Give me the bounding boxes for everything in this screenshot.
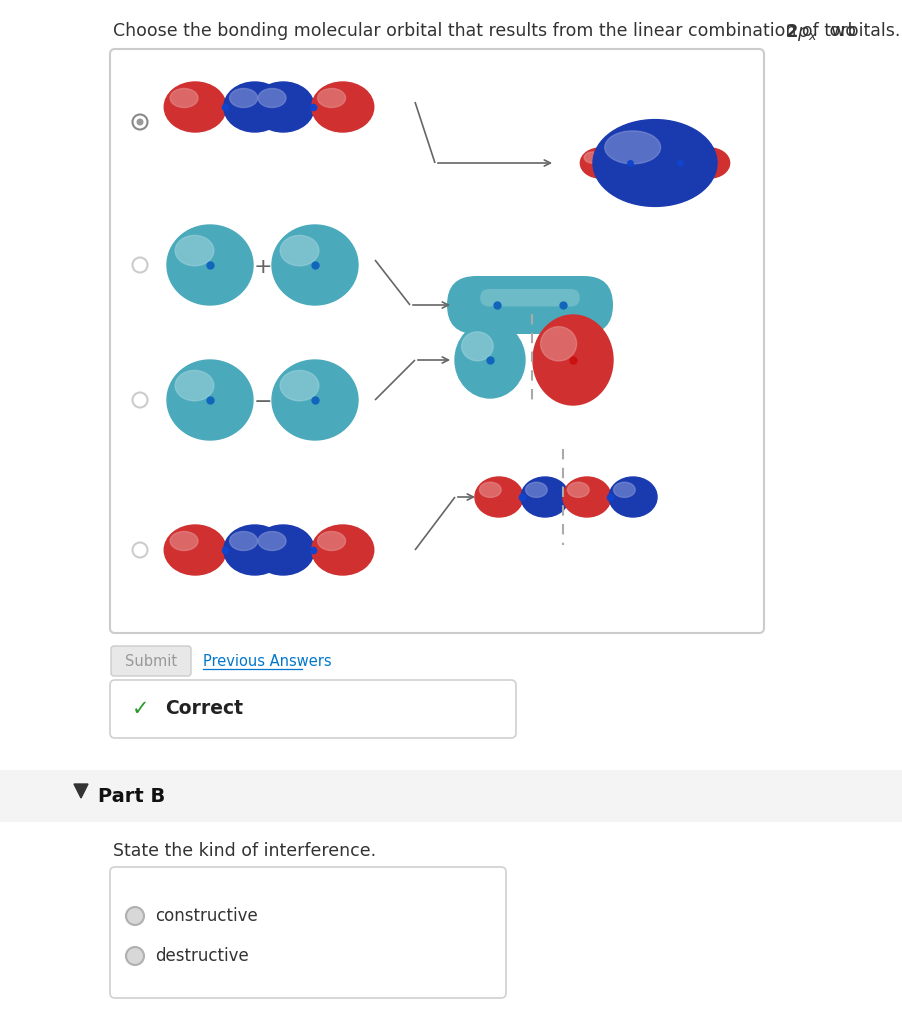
Ellipse shape (272, 360, 358, 440)
Ellipse shape (170, 531, 198, 551)
Ellipse shape (224, 82, 286, 132)
Ellipse shape (230, 88, 258, 108)
Ellipse shape (521, 477, 569, 517)
Text: +: + (253, 257, 272, 278)
FancyBboxPatch shape (480, 289, 580, 306)
Text: Part B: Part B (98, 786, 165, 806)
FancyBboxPatch shape (447, 276, 613, 334)
Ellipse shape (164, 82, 226, 132)
Circle shape (137, 119, 143, 125)
Ellipse shape (604, 131, 660, 164)
Ellipse shape (567, 482, 589, 498)
Ellipse shape (690, 148, 730, 178)
Text: Correct: Correct (165, 699, 243, 719)
Text: Previous Answers: Previous Answers (203, 653, 332, 669)
Circle shape (126, 907, 144, 925)
Ellipse shape (540, 327, 576, 360)
Ellipse shape (318, 531, 345, 551)
Ellipse shape (694, 152, 712, 163)
Ellipse shape (318, 88, 345, 108)
Ellipse shape (580, 148, 621, 178)
Ellipse shape (480, 482, 502, 498)
Ellipse shape (258, 531, 286, 551)
Text: Submit: Submit (125, 653, 177, 669)
Ellipse shape (167, 225, 253, 305)
FancyBboxPatch shape (110, 867, 506, 998)
Ellipse shape (593, 120, 717, 207)
Ellipse shape (609, 477, 657, 517)
Circle shape (126, 947, 144, 965)
Ellipse shape (175, 371, 214, 400)
Ellipse shape (312, 525, 373, 575)
Bar (0, 770, 902, 822)
FancyBboxPatch shape (111, 646, 191, 676)
Polygon shape (74, 784, 88, 798)
Ellipse shape (312, 82, 373, 132)
Ellipse shape (526, 482, 548, 498)
FancyBboxPatch shape (110, 680, 516, 738)
Ellipse shape (462, 332, 493, 360)
Ellipse shape (455, 322, 525, 398)
Ellipse shape (272, 225, 358, 305)
Ellipse shape (281, 236, 319, 266)
Ellipse shape (164, 525, 226, 575)
Text: $\mathbf{2}p_x$: $\mathbf{2}p_x$ (785, 22, 818, 43)
Ellipse shape (584, 152, 603, 163)
Text: ✓: ✓ (133, 699, 150, 719)
Ellipse shape (281, 371, 319, 400)
Ellipse shape (230, 531, 258, 551)
Text: −: − (253, 392, 272, 412)
Text: constructive: constructive (155, 907, 258, 925)
Ellipse shape (224, 525, 286, 575)
Ellipse shape (563, 477, 611, 517)
Ellipse shape (175, 236, 214, 266)
Text: State the kind of interference.: State the kind of interference. (113, 842, 376, 860)
Ellipse shape (475, 477, 523, 517)
Ellipse shape (613, 482, 635, 498)
Ellipse shape (167, 360, 253, 440)
Text: destructive: destructive (155, 947, 249, 965)
Ellipse shape (253, 82, 314, 132)
Ellipse shape (170, 88, 198, 108)
Ellipse shape (253, 525, 314, 575)
Text: orbitals.: orbitals. (824, 22, 900, 40)
Ellipse shape (258, 88, 286, 108)
Ellipse shape (533, 315, 613, 406)
Text: Choose the bonding molecular orbital that results from the linear combination of: Choose the bonding molecular orbital tha… (113, 22, 861, 40)
FancyBboxPatch shape (110, 49, 764, 633)
